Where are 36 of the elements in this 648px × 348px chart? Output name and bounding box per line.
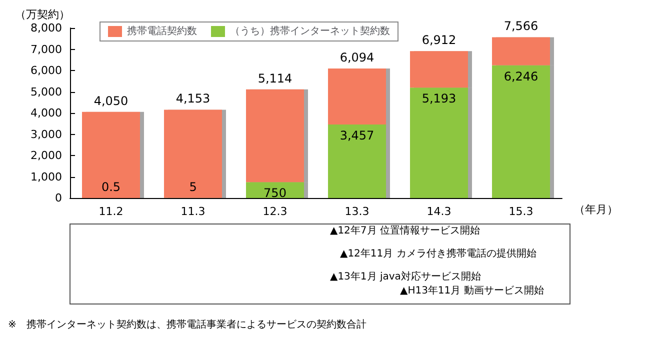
data-label: 6,246 [504, 69, 538, 84]
x-tick-label: 15.3 [508, 205, 534, 218]
y-tick-label: 8,000 [30, 22, 62, 34]
data-label: 0.5 [101, 180, 121, 194]
y-tick-label: 3,000 [30, 128, 62, 141]
y-axis-title: （万契約） [15, 8, 70, 21]
text: ▲12年11月 カメラ付き携帯電話の提供開始 [340, 248, 536, 260]
data-label: 5 [189, 180, 197, 194]
legend-label: （うち）携帯インターネット契約数 [230, 25, 390, 37]
data-label: 3,457 [340, 128, 374, 143]
y-tick-label: 7,000 [30, 42, 62, 56]
text: ▲13年1月 java対応サービス開始 [330, 270, 481, 282]
x-tick-label: 11.2 [98, 205, 124, 218]
total-label: 7,566 [504, 19, 538, 34]
total-label: 4,153 [176, 92, 210, 106]
y-tick-label: 1,000 [30, 170, 62, 184]
y-tick-label: 4,000 [30, 106, 62, 120]
total-label: 6,912 [422, 33, 456, 48]
x-tick-label: 11.3 [180, 205, 206, 218]
y-tick-label: 6,000 [30, 64, 62, 77]
y-tick-label: 0 [55, 192, 62, 204]
y-tick-label: 2,000 [30, 149, 62, 162]
x-axis-title: （年月） [574, 203, 618, 216]
x-tick-label: 13.3 [344, 205, 370, 218]
total-label: 6,094 [340, 50, 374, 65]
data-label: 750 [264, 186, 286, 200]
total-label: 4,050 [94, 94, 128, 108]
x-tick-label: 12.3 [262, 205, 288, 218]
y-tick-label: 5,000 [30, 85, 62, 98]
data-label: 5,193 [422, 92, 456, 106]
text: ▲H13年11月 動画サービス開始 [400, 284, 544, 296]
total-label: 5,114 [258, 71, 292, 86]
text: ▲12年7月 位置情報サービス開始 [330, 224, 480, 236]
text: ※ 携帯インターネット契約数は、携帯電話事業者によるサービスの契約数合計 [8, 318, 366, 330]
legend-label: 携帯電話契約数 [127, 25, 197, 37]
x-tick-label: 14.3 [426, 205, 452, 218]
